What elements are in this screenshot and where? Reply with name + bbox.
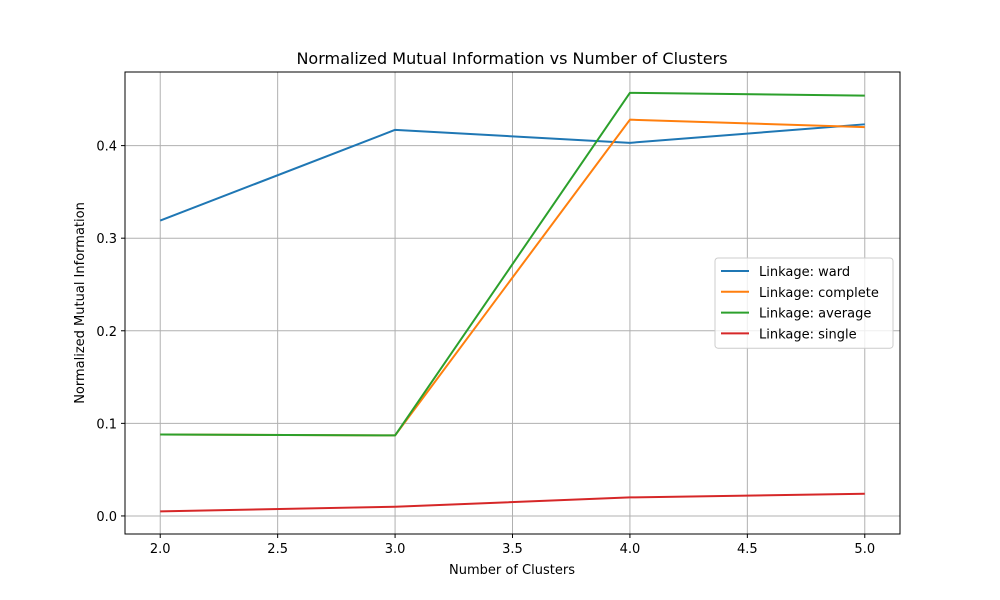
series-line-0 bbox=[159, 123, 865, 222]
legend-label: Linkage: average bbox=[759, 307, 871, 322]
x-tick-label: 5.0 bbox=[854, 542, 875, 557]
y-axis-label: Normalized Mutual Information bbox=[73, 202, 88, 404]
x-axis-label: Number of Clusters bbox=[449, 563, 575, 578]
x-tick-label: 3.0 bbox=[385, 542, 406, 557]
chart-title: Normalized Mutual Information vs Number … bbox=[296, 49, 727, 68]
y-tick-label: 0.2 bbox=[96, 325, 117, 340]
legend-label: Linkage: complete bbox=[759, 286, 879, 301]
x-tick-label: 4.5 bbox=[737, 542, 758, 557]
legend-label: Linkage: ward bbox=[759, 265, 850, 280]
legend-label: Linkage: single bbox=[759, 327, 857, 342]
x-axis-ticks: 2.0 2.5 3.0 3.5 4.0 4.5 5.0 bbox=[150, 534, 875, 557]
legend: Linkage: ward Linkage: complete Linkage: a… bbox=[714, 257, 894, 349]
series-line-2 bbox=[160, 91, 865, 437]
series-line-3 bbox=[160, 492, 865, 513]
x-tick-label: 2.5 bbox=[267, 542, 288, 557]
y-axis-ticks: 0.0 0.1 0.2 0.3 0.4 bbox=[96, 140, 125, 525]
legend-box bbox=[714, 257, 894, 349]
x-tick-label: 4.0 bbox=[620, 542, 641, 557]
y-tick-label: 0.1 bbox=[96, 417, 117, 432]
y-tick-label: 0.3 bbox=[96, 232, 117, 247]
y-tick-label: 0.0 bbox=[96, 510, 117, 525]
y-tick-label: 0.4 bbox=[96, 140, 117, 155]
x-tick-label: 3.5 bbox=[502, 542, 523, 557]
series-lines bbox=[159, 91, 865, 513]
x-tick-label: 2.0 bbox=[150, 542, 171, 557]
